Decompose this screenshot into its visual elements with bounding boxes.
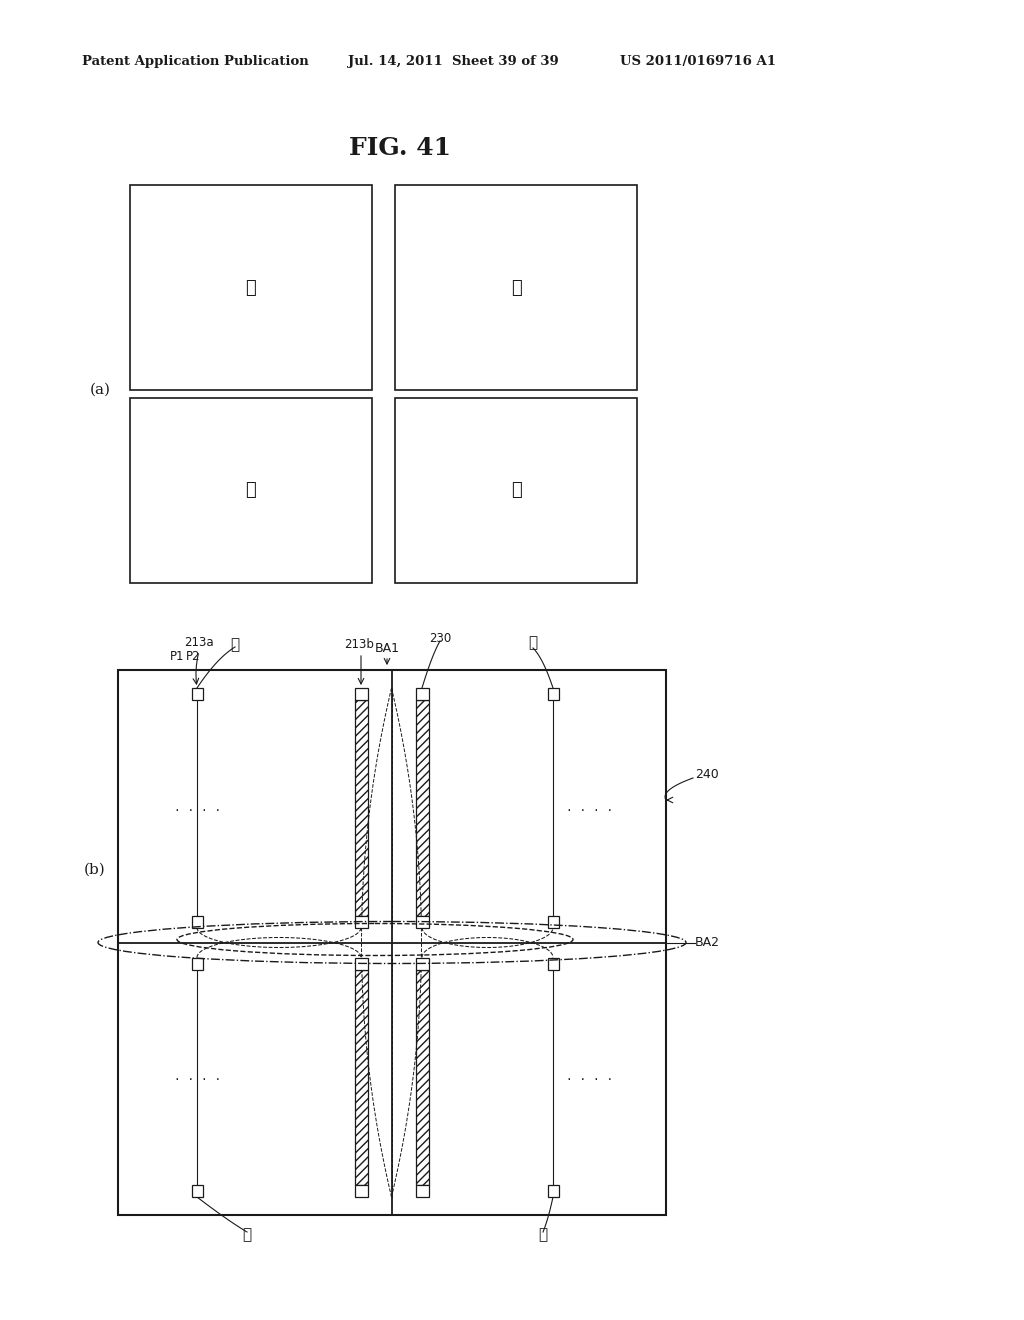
Bar <box>354 916 368 928</box>
Text: . . . .: . . . . <box>174 1072 221 1082</box>
Bar <box>548 688 558 700</box>
Text: ③: ③ <box>243 1228 252 1242</box>
Text: 240: 240 <box>695 768 719 781</box>
Text: 213a: 213a <box>184 636 214 649</box>
Text: ④: ④ <box>539 1228 548 1242</box>
Bar <box>191 916 203 928</box>
Text: ②: ② <box>528 636 538 649</box>
Bar <box>416 688 428 700</box>
Bar <box>354 700 368 916</box>
Text: (b): (b) <box>84 863 105 876</box>
Text: . . . .: . . . . <box>566 803 613 813</box>
Text: ①: ① <box>246 279 256 297</box>
Bar <box>354 957 368 969</box>
Bar <box>416 969 428 1185</box>
Bar <box>118 671 666 1214</box>
Bar <box>130 185 372 389</box>
Bar <box>130 399 372 583</box>
Bar <box>548 1185 558 1197</box>
Bar <box>416 916 428 928</box>
Bar <box>191 957 203 969</box>
Text: FIG. 41: FIG. 41 <box>349 136 451 160</box>
Bar <box>416 700 428 916</box>
Bar <box>395 185 637 389</box>
Text: BA2: BA2 <box>695 936 720 949</box>
Text: BA1: BA1 <box>375 642 399 655</box>
Bar <box>395 399 637 583</box>
Text: P1: P1 <box>170 651 184 664</box>
Text: (a): (a) <box>90 383 111 397</box>
Bar <box>416 957 428 969</box>
Bar <box>548 957 558 969</box>
Bar <box>354 688 368 700</box>
Bar <box>191 688 203 700</box>
Text: ③: ③ <box>246 482 256 499</box>
Text: Jul. 14, 2011  Sheet 39 of 39: Jul. 14, 2011 Sheet 39 of 39 <box>348 55 559 69</box>
Text: ①: ① <box>230 638 240 652</box>
Text: ②: ② <box>511 279 521 297</box>
Text: 230: 230 <box>429 631 452 644</box>
Text: US 2011/0169716 A1: US 2011/0169716 A1 <box>620 55 776 69</box>
Text: P2: P2 <box>185 651 201 664</box>
Bar <box>548 916 558 928</box>
Text: . . . .: . . . . <box>174 803 221 813</box>
Text: ④: ④ <box>511 482 521 499</box>
Text: Patent Application Publication: Patent Application Publication <box>82 55 309 69</box>
Text: 213b: 213b <box>344 639 374 652</box>
Text: . . . .: . . . . <box>566 1072 613 1082</box>
Bar <box>354 969 368 1185</box>
Bar <box>191 1185 203 1197</box>
Bar <box>354 1185 368 1197</box>
Bar <box>416 1185 428 1197</box>
